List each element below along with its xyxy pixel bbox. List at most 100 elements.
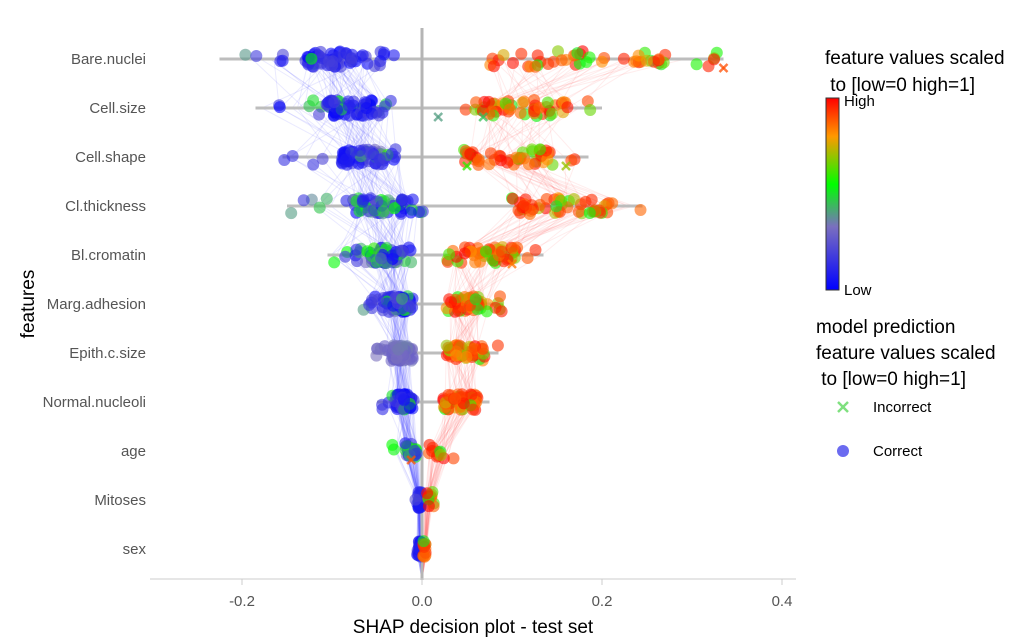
shap-point: [278, 154, 291, 166]
y-tick-label: Bl.cromatin: [71, 247, 146, 264]
shap-point: [458, 247, 471, 260]
y-tick-label: Marg.adhesion: [47, 296, 146, 313]
shap-point: [297, 194, 310, 207]
shap-point: [494, 290, 506, 303]
shap-point: [351, 255, 363, 268]
x-axis-title: SHAP decision plot - test set: [353, 617, 594, 638]
y-axis-title: features: [18, 270, 39, 339]
shap-point: [377, 205, 390, 218]
shap-point: [550, 200, 563, 213]
colorbar-low-label: Low: [844, 282, 872, 299]
shap-point: [313, 108, 325, 121]
y-tick-label: Cell.size: [89, 100, 146, 117]
shap-point: [465, 389, 478, 401]
incorrect-marker: [406, 455, 417, 465]
shap-point: [640, 54, 653, 67]
shap-point: [504, 103, 516, 116]
shap-point: [460, 351, 473, 363]
shap-point: [541, 153, 554, 166]
shap-point: [521, 252, 534, 264]
y-tick-label: Epith.c.size: [69, 345, 146, 362]
decision-line: [421, 58, 626, 580]
shap-point: [546, 107, 558, 120]
shap-point: [396, 292, 408, 305]
shap-point: [440, 339, 453, 352]
shap-point: [239, 48, 252, 61]
shap-point: [518, 95, 531, 108]
decision-line: [421, 58, 572, 580]
shap-point: [497, 49, 510, 61]
shap-point: [307, 158, 320, 171]
shap-point: [416, 205, 429, 218]
y-tick-label: Cl.thickness: [65, 198, 146, 215]
shap-point: [350, 243, 363, 256]
shap-point: [313, 201, 326, 214]
prediction-legend: model prediction feature values scaled t…: [816, 317, 996, 460]
shap-point: [531, 49, 544, 62]
shap-point: [491, 339, 504, 352]
shap-point: [409, 493, 422, 506]
x-tick-label: -0.2: [229, 593, 255, 610]
shap-point: [541, 96, 554, 109]
shap-point: [690, 58, 703, 71]
decision-line: [421, 58, 568, 580]
shap-point: [434, 449, 447, 462]
legend-incorrect-marker: [837, 401, 849, 413]
shap-point: [320, 192, 333, 205]
shap-point: [392, 343, 405, 356]
shap-point: [285, 207, 298, 220]
shap-point: [361, 245, 374, 258]
shap-point: [458, 291, 471, 303]
shap-point: [375, 252, 388, 265]
x-tick-label: 0.2: [592, 593, 613, 610]
shap-point: [606, 197, 619, 210]
shap-point: [459, 103, 472, 116]
incorrect-marker: [561, 161, 571, 171]
shap-point: [276, 54, 289, 67]
decision-line: [327, 58, 423, 580]
shap-point: [507, 57, 519, 69]
x-tick-label: 0.0: [412, 593, 433, 610]
incorrect-marker: [718, 63, 729, 73]
shap-point: [342, 99, 355, 112]
shap-point: [373, 109, 386, 122]
decision-lines: [251, 58, 686, 580]
shap-point: [583, 51, 596, 64]
shap-point: [487, 60, 500, 73]
shap-point: [364, 147, 377, 160]
shap-point: [371, 195, 384, 208]
x-tick-label: 0.4: [772, 593, 793, 610]
shap-point: [447, 452, 460, 465]
shap-point: [708, 53, 720, 66]
shap-point: [408, 444, 421, 457]
shap-point: [314, 45, 327, 58]
x-axis: -0.2 0.0 0.2 0.4: [229, 579, 792, 610]
shap-point: [406, 193, 419, 206]
decision-line: [421, 58, 631, 580]
shap-point: [316, 152, 329, 165]
shap-point: [378, 46, 391, 59]
shap-point: [552, 45, 564, 58]
colorbar-title-line2: to [low=0 high=1]: [825, 75, 975, 96]
shap-point: [273, 101, 286, 114]
shap-point: [583, 207, 596, 219]
shap-point: [567, 193, 580, 205]
shap-point: [305, 52, 318, 65]
shap-point: [469, 293, 482, 306]
shap-point: [529, 60, 542, 73]
y-tick-label: Mitoses: [94, 492, 146, 509]
decision-line: [421, 58, 630, 580]
y-tick-label: sex: [123, 541, 147, 558]
shap-point: [571, 47, 584, 60]
shap-point: [386, 438, 399, 451]
shap-point: [397, 245, 410, 258]
shap-point: [617, 52, 630, 65]
shap-point: [585, 193, 598, 206]
colorbar-title-line1: feature values scaled: [825, 48, 1005, 69]
shap-point: [376, 398, 389, 411]
incorrect-marker: [433, 112, 444, 122]
shap-point: [363, 298, 376, 311]
shap-point: [443, 248, 456, 261]
colorbar-high-label: High: [844, 93, 875, 110]
